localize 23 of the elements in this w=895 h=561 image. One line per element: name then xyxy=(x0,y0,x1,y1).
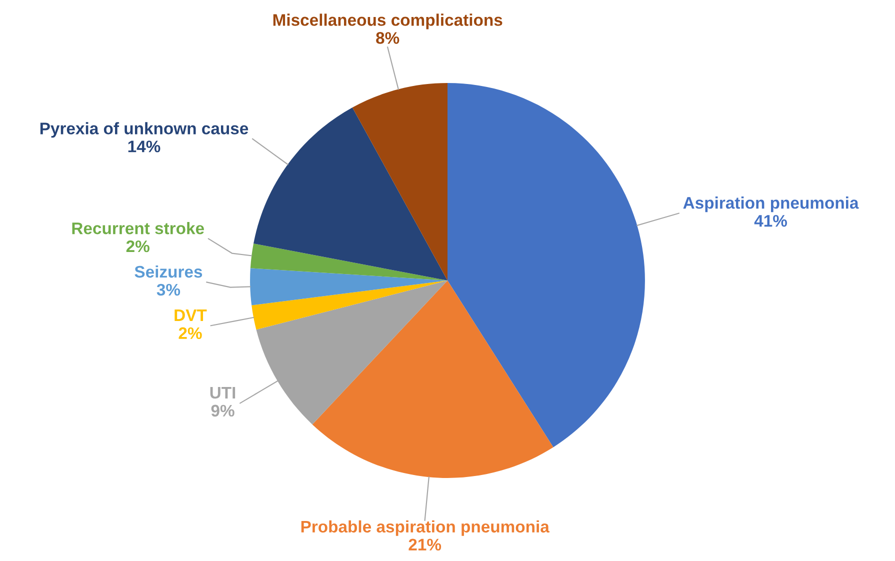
data-label: 41% xyxy=(754,214,787,227)
pie-slice xyxy=(250,243,448,280)
pie-slice xyxy=(254,107,448,280)
slice-label: Miscellaneous complications xyxy=(273,14,502,30)
data-label: 14% xyxy=(128,140,160,152)
pie-slice xyxy=(448,83,645,448)
data-label: 9% xyxy=(211,404,234,417)
data-label: 3% xyxy=(156,284,180,296)
data-label: 2% xyxy=(126,240,150,252)
pie-slice xyxy=(352,83,448,280)
slice-label: UTI xyxy=(210,387,236,399)
slice-label: DVT xyxy=(174,310,207,321)
slice-label: Probable aspiration pneumonia xyxy=(301,520,550,536)
slice-label: Seizures xyxy=(134,265,202,278)
pie-slice xyxy=(312,280,554,478)
slice-label: Aspiration pneumonia xyxy=(683,196,859,212)
pie-slice xyxy=(252,280,448,330)
slice-label: Recurrent stroke xyxy=(72,222,204,234)
data-label: 8% xyxy=(376,32,400,44)
data-label: 21% xyxy=(408,538,442,551)
slice-label: Pyrexia of unknown cause xyxy=(40,122,248,138)
pie-slice xyxy=(250,268,448,306)
data-label: 2% xyxy=(178,327,202,340)
